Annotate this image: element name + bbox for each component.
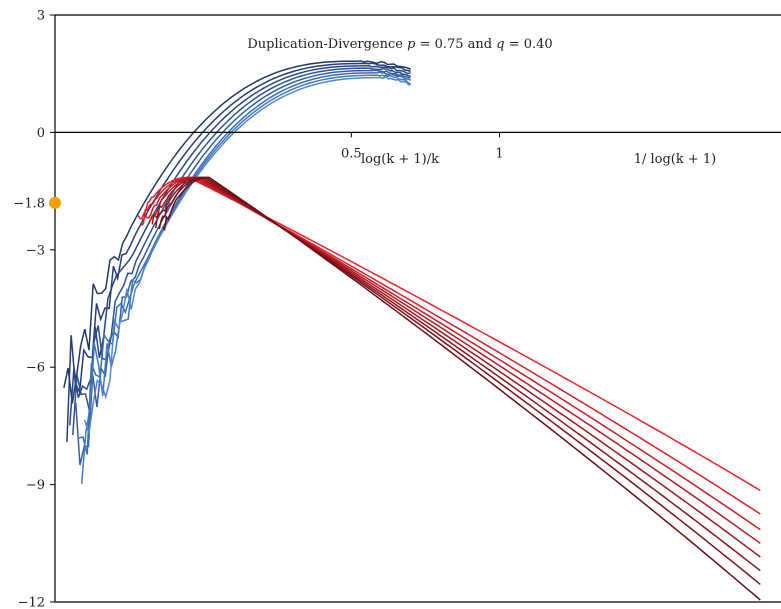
x-axis-label-secondary: log(k + 1)/k [361,152,439,167]
x-axis-ticks: 0.5 1 [341,132,504,161]
red-series-group [137,176,761,601]
y-tick-label-2: −1.8 [13,196,45,211]
blue-series-line-3 [69,65,411,426]
x-axis-label-primary: 1/ log(k + 1) [634,152,717,167]
blue-series-line-5 [74,69,411,466]
y-tick-label-3: −3 [26,243,45,258]
red-series-line-4 [147,176,761,544]
red-series-line-1 [137,176,761,492]
x-tick-label-0: 0.5 [341,146,362,161]
red-series-line-3 [144,176,761,531]
blue-series-line-1 [63,60,411,404]
title-part-p: p [407,37,416,52]
title-part-1: Duplication-Divergence [247,37,407,52]
y-tick-label-4: −6 [26,361,45,376]
y-tick-label-0: 3 [37,9,45,24]
x-tick-label-1: 1 [495,146,503,161]
highlight-marker [49,196,61,209]
red-series-line-8 [162,176,761,601]
chart-title: Duplication-Divergence p = 0.75 and q = … [247,37,552,52]
red-series-line-6 [155,176,761,572]
blue-series-line-8 [83,76,411,434]
blue-series-line-6 [78,71,411,455]
title-part-2: = 0.75 and [415,37,496,52]
red-series-line-5 [151,176,761,558]
title-part-q: q [496,37,504,52]
blue-series-line-4 [72,67,411,436]
red-series-line-7 [158,176,761,585]
title-part-3: = 0.40 [505,37,553,52]
y-tick-label-5: −9 [26,478,45,493]
y-tick-label-1: 0 [37,126,45,141]
y-tick-label-6: −12 [18,596,45,609]
y-axis-ticks: 3 0 −1.8 −3 −6 −9 −12 [13,9,55,609]
blue-series-group [63,60,411,484]
red-series-line-2 [141,176,761,515]
blue-series-line-2 [66,62,411,443]
